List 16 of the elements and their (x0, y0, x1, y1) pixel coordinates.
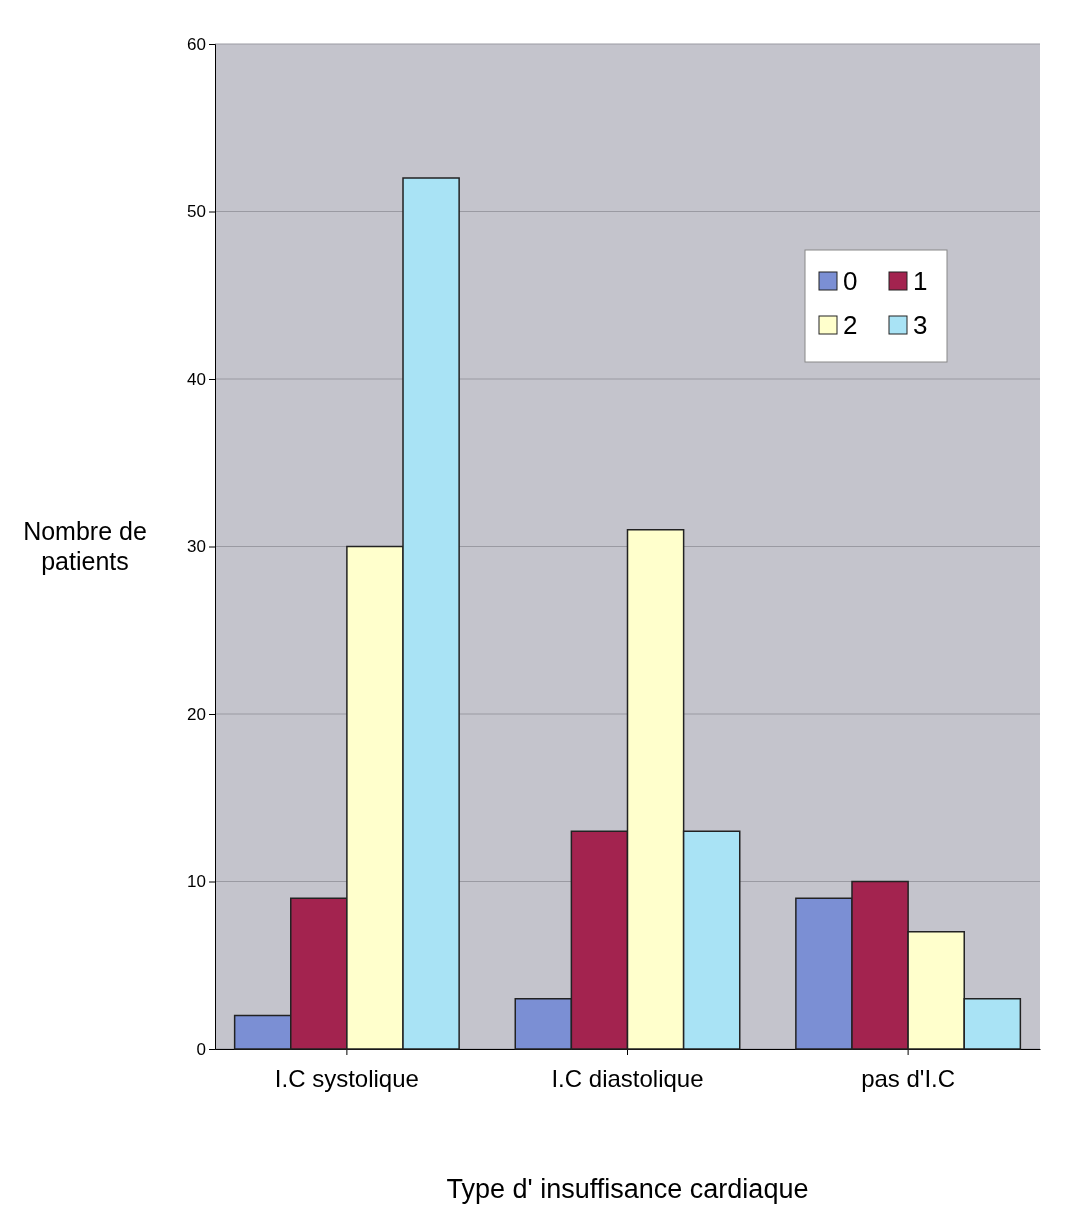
y-tick-label: 40 (187, 369, 206, 389)
y-tick-label: 60 (187, 34, 206, 54)
y-tick-label: 20 (187, 704, 206, 724)
x-tick-label: pas d'I.C (861, 1064, 956, 1092)
x-tick-label: I.C diastolique (551, 1064, 704, 1092)
legend-label: 0 (843, 266, 858, 296)
x-axis-title: Type d' insuffisance cardiaque (446, 1174, 809, 1204)
y-tick-label: 30 (187, 537, 206, 557)
x-tick-label: I.C systolique (274, 1064, 419, 1092)
legend-label: 2 (843, 310, 858, 340)
legend-label: 3 (913, 310, 928, 340)
y-tick-label: 0 (196, 1039, 206, 1059)
y-tick-label: 10 (187, 872, 206, 892)
y-axis-title: Nombre de patients (23, 517, 147, 575)
legend-label: 1 (913, 266, 928, 296)
y-tick-label: 50 (187, 202, 206, 222)
